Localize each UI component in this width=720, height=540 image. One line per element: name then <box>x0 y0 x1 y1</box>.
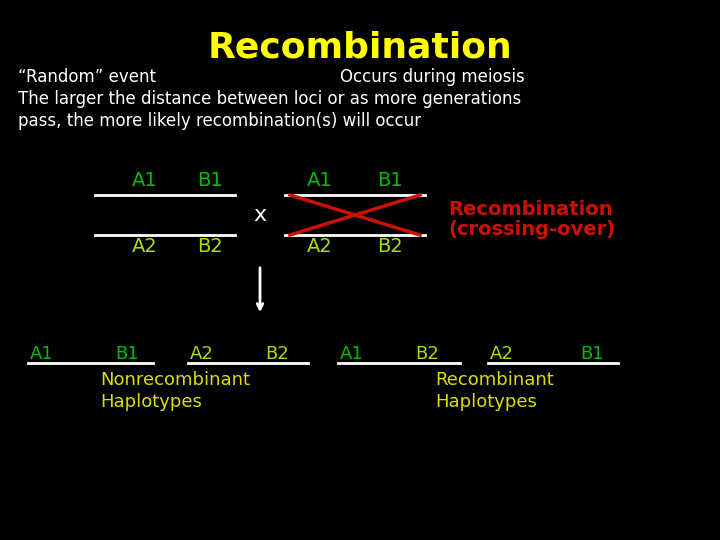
Text: Nonrecombinant: Nonrecombinant <box>100 371 250 389</box>
Text: B2: B2 <box>415 345 438 363</box>
Text: A2: A2 <box>190 345 214 363</box>
Text: B1: B1 <box>197 171 223 190</box>
Text: (crossing-over): (crossing-over) <box>448 220 615 239</box>
Text: pass, the more likely recombination(s) will occur: pass, the more likely recombination(s) w… <box>18 112 421 130</box>
Text: x: x <box>253 205 266 225</box>
Text: Recombinant: Recombinant <box>435 371 554 389</box>
Text: The larger the distance between loci or as more generations: The larger the distance between loci or … <box>18 90 521 108</box>
Text: B1: B1 <box>115 345 139 363</box>
Text: B2: B2 <box>377 237 403 256</box>
Text: Occurs during meiosis: Occurs during meiosis <box>340 68 525 86</box>
Text: A1: A1 <box>307 171 333 190</box>
Text: A2: A2 <box>307 237 333 256</box>
Text: A1: A1 <box>340 345 364 363</box>
Text: B2: B2 <box>197 237 223 256</box>
Text: B1: B1 <box>580 345 603 363</box>
Text: A1: A1 <box>132 171 158 190</box>
Text: B1: B1 <box>377 171 403 190</box>
Text: Haplotypes: Haplotypes <box>100 393 202 411</box>
Text: Recombination: Recombination <box>448 200 613 219</box>
Text: A2: A2 <box>132 237 158 256</box>
Text: “Random” event: “Random” event <box>18 68 156 86</box>
Text: A1: A1 <box>30 345 54 363</box>
Text: B2: B2 <box>265 345 289 363</box>
Text: Recombination: Recombination <box>207 30 513 64</box>
Text: A2: A2 <box>490 345 514 363</box>
Text: Haplotypes: Haplotypes <box>435 393 537 411</box>
